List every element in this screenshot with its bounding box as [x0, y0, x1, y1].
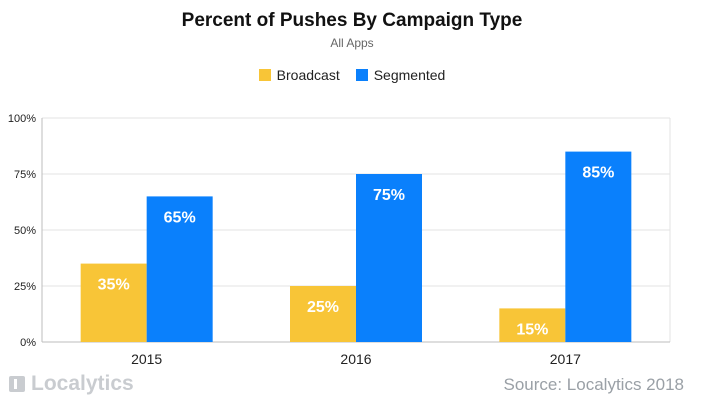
brand-logo: Localytics — [9, 372, 134, 396]
y-tick-label: 50% — [14, 225, 36, 237]
bar-broadcast — [290, 286, 356, 342]
bar-segmented — [565, 151, 632, 342]
x-tick-label: 2015 — [131, 351, 162, 367]
chart-subtitle: All Apps — [330, 36, 374, 50]
legend-item-segmented: Segmented — [355, 67, 446, 83]
legend-label-segmented: Segmented — [373, 67, 446, 83]
y-tick-label: 0% — [20, 337, 36, 349]
legend-swatch-broadcast — [258, 69, 271, 81]
localytics-logo-icon — [9, 376, 25, 392]
data-label: 85% — [582, 165, 614, 182]
data-label: 75% — [373, 187, 405, 204]
legend-swatch-segmented — [355, 69, 368, 81]
legend-item-broadcast: Broadcast — [258, 67, 340, 83]
legend: Broadcast Segmented — [0, 67, 704, 83]
chart-title: Percent of Pushes By Campaign Type — [181, 10, 523, 31]
source-note: Source: Localytics 2018 — [503, 375, 685, 394]
x-tick-label: 2017 — [550, 351, 581, 367]
data-label: 35% — [98, 277, 130, 294]
bar-segmented — [356, 174, 422, 342]
bar-segmented — [146, 196, 213, 342]
y-tick-label: 25% — [14, 281, 36, 293]
y-tick-label: 100% — [8, 113, 36, 125]
x-tick-label: 2016 — [340, 351, 371, 367]
data-label: 15% — [516, 321, 548, 338]
bar-broadcast — [499, 308, 566, 342]
data-label: 25% — [307, 299, 339, 316]
legend-label-broadcast: Broadcast — [276, 67, 340, 83]
data-label: 65% — [164, 209, 196, 226]
bar-broadcast — [80, 263, 147, 342]
brand-name: Localytics — [31, 372, 134, 395]
y-tick-label: 75% — [14, 169, 36, 181]
